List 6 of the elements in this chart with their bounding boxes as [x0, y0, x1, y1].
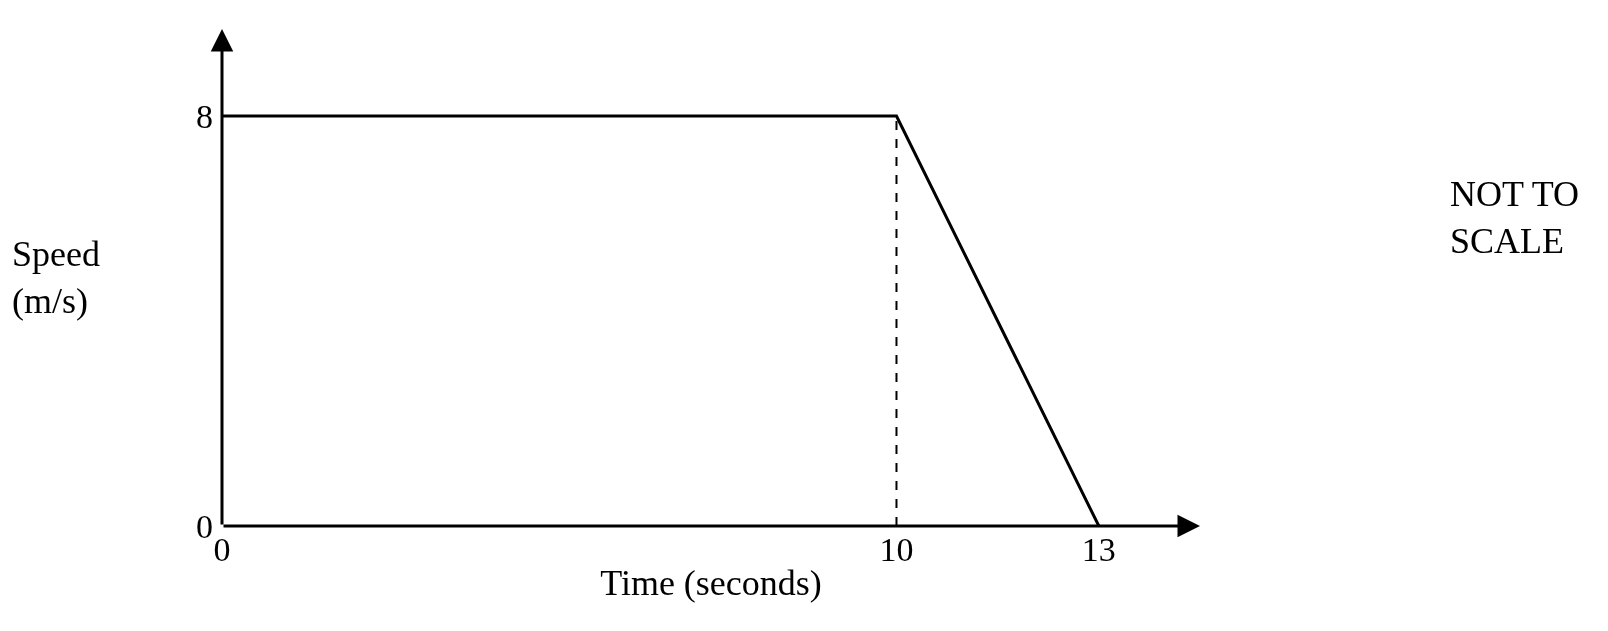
x-axis-title: Time (seconds) — [600, 562, 822, 603]
text: NOT TO SCALE — [1450, 174, 1580, 261]
y-axis-title: Speed (m/s) — [12, 234, 100, 321]
y-tick-label: 8 — [196, 98, 213, 135]
x-tick-label: 10 — [879, 531, 914, 568]
x-tick-label: 13 — [1081, 531, 1116, 568]
